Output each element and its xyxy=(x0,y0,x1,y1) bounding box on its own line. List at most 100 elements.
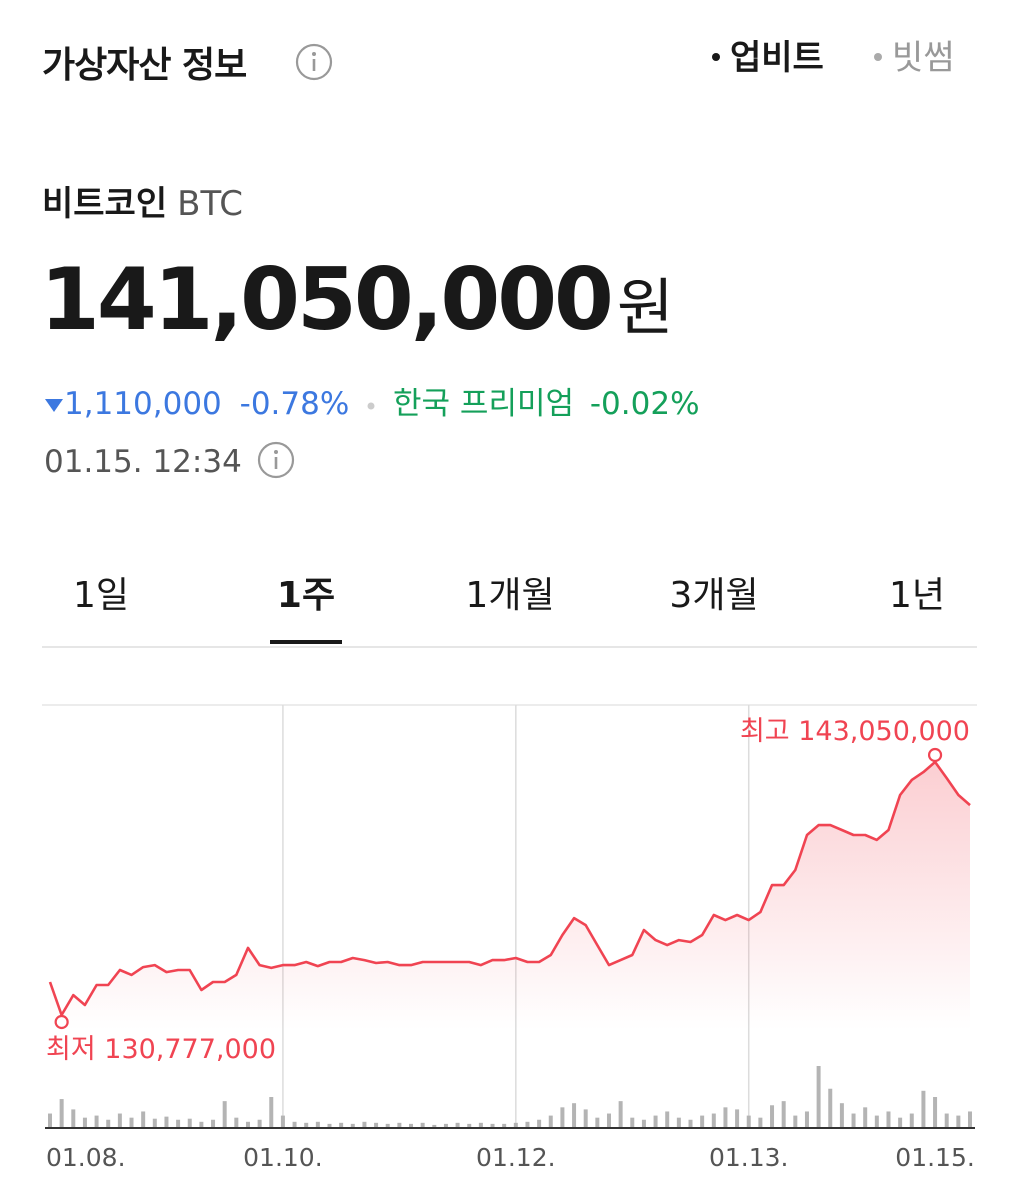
price: 141,050,000원 xyxy=(40,250,674,350)
volume-bar xyxy=(94,1115,99,1128)
info-icon[interactable] xyxy=(256,440,296,480)
exchange-option[interactable]: 빗썸 xyxy=(874,30,955,79)
volume-bar xyxy=(374,1122,379,1128)
volume-bar xyxy=(828,1088,833,1128)
volume-bar xyxy=(48,1113,52,1128)
volume-bar xyxy=(106,1119,111,1128)
x-tick-label: 01.08. xyxy=(46,1143,126,1172)
volume-bar xyxy=(944,1113,949,1128)
volume-bar xyxy=(781,1101,786,1128)
volume-bar xyxy=(746,1115,751,1128)
price-value: 141,050,000 xyxy=(40,250,614,350)
volume-bar xyxy=(525,1121,530,1128)
period-tab[interactable]: 3개월 xyxy=(669,575,759,616)
volume-bar xyxy=(804,1111,809,1128)
volume-bar xyxy=(187,1118,192,1128)
change-amount: 1,110,000 xyxy=(64,386,222,422)
price-line xyxy=(48,760,971,1017)
volume-bar xyxy=(117,1113,122,1128)
volume-bar xyxy=(735,1109,740,1128)
period-tab[interactable]: 1주 xyxy=(276,575,336,616)
volume-bar xyxy=(280,1115,285,1128)
period-tab[interactable]: 1년 xyxy=(888,575,946,616)
time-row: 01.15. 12:34 xyxy=(44,440,296,480)
volume-bar xyxy=(129,1117,134,1128)
active-tab-underline xyxy=(270,640,342,644)
period-tab[interactable]: 1일 xyxy=(72,575,130,616)
volume-bar xyxy=(548,1115,553,1128)
volume-bar xyxy=(176,1119,181,1128)
volume-bar xyxy=(245,1121,250,1128)
volume-bar xyxy=(572,1103,577,1128)
down-arrow xyxy=(45,399,63,412)
change-percent: -0.78% xyxy=(239,386,350,422)
volume-bar xyxy=(409,1123,414,1128)
volume-bar xyxy=(304,1122,309,1128)
page-title: 가상자산 정보 xyxy=(42,45,247,86)
price-area xyxy=(50,762,970,1030)
asset-symbol: BTC xyxy=(177,184,243,224)
volume-bar xyxy=(420,1122,425,1128)
volume-bar xyxy=(921,1090,926,1128)
volume-bar xyxy=(490,1123,495,1128)
premium-label: 한국 프리미엄 xyxy=(393,386,575,422)
volume-bar xyxy=(909,1113,914,1128)
volume-bar xyxy=(59,1099,64,1128)
info-icon[interactable] xyxy=(294,42,334,82)
high-marker xyxy=(927,747,943,763)
volume-bar xyxy=(152,1118,157,1128)
volume-bar xyxy=(863,1107,868,1128)
separator-dot xyxy=(367,402,375,410)
volume-bar xyxy=(467,1123,472,1128)
volume-bar xyxy=(141,1111,146,1128)
change-row: 1,110,000 -0.78% 한국 프리미엄 -0.02% xyxy=(44,378,700,423)
volume-bar xyxy=(257,1119,262,1128)
volume-bar xyxy=(432,1124,437,1128)
volume-bar xyxy=(886,1111,891,1128)
volume-bar xyxy=(606,1113,611,1128)
exchange-option[interactable]: 업비트 xyxy=(712,30,824,79)
exchange-label: 업비트 xyxy=(730,38,824,78)
volume-bar xyxy=(82,1117,87,1128)
volume-bar xyxy=(968,1111,972,1128)
volume-bar xyxy=(234,1117,239,1128)
volume-bar xyxy=(199,1121,204,1128)
volume-bar xyxy=(898,1117,903,1128)
volume-bar xyxy=(478,1122,483,1128)
x-tick-label: 01.15. xyxy=(895,1143,975,1172)
price-chart: 최고 143,050,000 최저 130,777,000 01.08. 01.10.… xyxy=(42,646,977,1172)
volume-bar xyxy=(688,1119,693,1128)
volume-bar xyxy=(339,1122,344,1128)
timestamp: 01.15. 12:34 xyxy=(44,444,242,480)
volume-bar xyxy=(641,1119,646,1128)
volume-bar xyxy=(618,1101,623,1128)
exchange-dot xyxy=(712,53,720,61)
volume-bar xyxy=(874,1115,879,1128)
volume-bar xyxy=(269,1097,274,1128)
volume-bar xyxy=(292,1121,297,1128)
volume-bar xyxy=(443,1123,448,1128)
volume-bar xyxy=(793,1115,798,1128)
volume-bar xyxy=(71,1109,76,1128)
volume-bar xyxy=(583,1109,588,1128)
volume-bar xyxy=(711,1113,716,1128)
period-tab[interactable]: 1개월 xyxy=(465,575,555,616)
volume-bar xyxy=(723,1107,728,1128)
volume-bar xyxy=(933,1097,938,1128)
exchange-label: 빗썸 xyxy=(892,38,955,78)
exchange-dot xyxy=(874,53,882,61)
volume-bar xyxy=(851,1113,856,1128)
volume-bar xyxy=(385,1123,390,1128)
volume-bar xyxy=(770,1105,775,1128)
volume-bar xyxy=(513,1122,518,1128)
volume-bar xyxy=(211,1119,216,1128)
volume-bar xyxy=(816,1066,821,1128)
volume-bar xyxy=(222,1101,227,1128)
price-unit: 원 xyxy=(616,271,674,344)
volume-bar xyxy=(537,1119,542,1128)
volume-bar xyxy=(595,1117,600,1128)
x-tick-label: 01.10. xyxy=(243,1143,323,1172)
volume-bar xyxy=(758,1117,763,1128)
volume-bar xyxy=(839,1103,844,1128)
